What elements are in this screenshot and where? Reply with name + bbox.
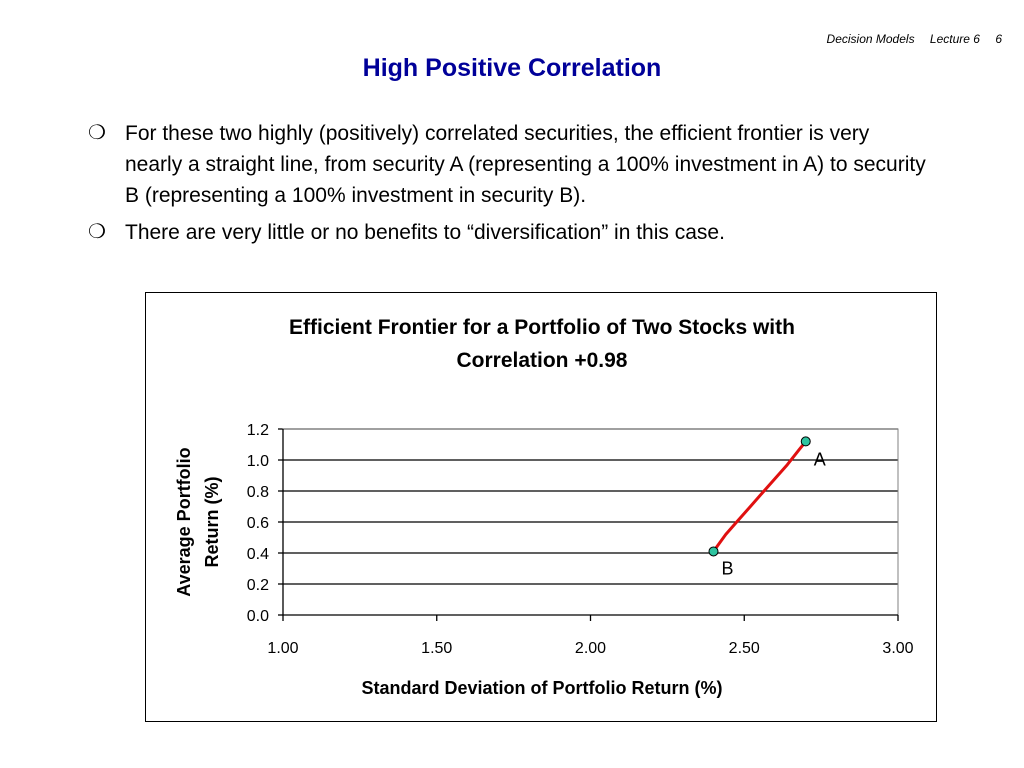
x-tick-label: 2.00 bbox=[575, 640, 606, 657]
y-axis-title-line-1: Average Portfolio bbox=[174, 447, 194, 596]
hollow-circle-bullet-icon: ❍ bbox=[88, 221, 106, 243]
course-name: Decision Models bbox=[826, 32, 915, 46]
x-tick-label: 1.00 bbox=[267, 640, 298, 657]
x-tick-label: 1.50 bbox=[421, 640, 452, 657]
y-tick-label: 1.0 bbox=[247, 453, 269, 470]
slide-title: High Positive Correlation bbox=[362, 54, 662, 82]
x-axis-title: Standard Deviation of Portfolio Return (… bbox=[361, 678, 722, 698]
hollow-circle-bullet-icon: ❍ bbox=[88, 122, 106, 144]
y-tick-label: 0.2 bbox=[247, 577, 269, 594]
bullet-item: ❍ There are very little or no benefits t… bbox=[88, 217, 928, 248]
y-tick-label: 0.6 bbox=[247, 515, 269, 532]
chart-title-line-1: Efficient Frontier for a Portfolio of Tw… bbox=[289, 316, 795, 339]
point-b-marker bbox=[708, 546, 719, 557]
page-number: 6 bbox=[995, 32, 1002, 46]
lecture-number: Lecture 6 bbox=[929, 32, 980, 46]
bullet-item: ❍ For these two highly (positively) corr… bbox=[88, 118, 928, 211]
point-a-marker bbox=[800, 436, 811, 447]
y-tick-label: 1.2 bbox=[247, 422, 269, 439]
y-tick-label: 0.4 bbox=[247, 546, 269, 563]
y-tick-label: 0.8 bbox=[247, 484, 269, 501]
efficient-frontier-chart: Efficient Frontier for a Portfolio of Tw… bbox=[174, 316, 914, 698]
bullet-list: ❍ For these two highly (positively) corr… bbox=[88, 118, 928, 254]
x-tick-label: 3.00 bbox=[882, 640, 913, 657]
bullet-text: There are very little or no benefits to … bbox=[125, 221, 725, 244]
slide-header-note: Decision Models Lecture 6 6 bbox=[827, 32, 1002, 46]
chart-title-line-2: Correlation +0.98 bbox=[457, 349, 628, 372]
frontier-line bbox=[712, 440, 807, 553]
y-tick-label: 0.0 bbox=[247, 608, 269, 625]
point-b-label: B bbox=[721, 558, 733, 578]
y-axis-title-line-2: Return (%) bbox=[202, 477, 222, 568]
chart-frame: Efficient Frontier for a Portfolio of Tw… bbox=[145, 292, 937, 722]
x-tick-label: 2.50 bbox=[729, 640, 760, 657]
bullet-text: For these two highly (positively) correl… bbox=[125, 122, 926, 207]
point-a-label: A bbox=[814, 449, 826, 469]
